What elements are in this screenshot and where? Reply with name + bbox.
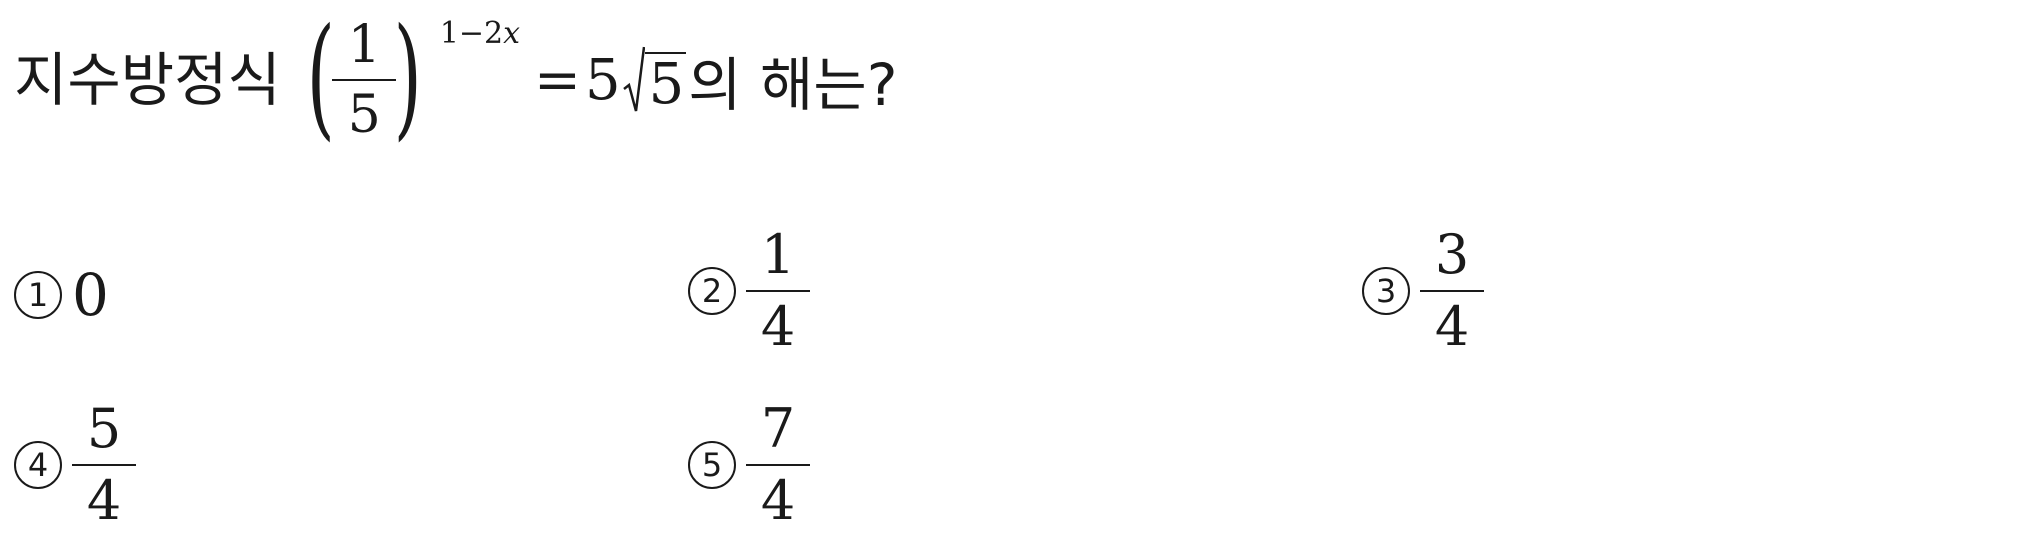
choice-fraction: 7 4 bbox=[746, 402, 810, 528]
base-numerator: 1 bbox=[347, 15, 381, 75]
radical-sign-icon bbox=[622, 46, 645, 112]
square-root: 5 bbox=[622, 45, 687, 115]
choice-5[interactable]: 5 7 4 bbox=[688, 402, 810, 528]
choice-4[interactable]: 4 5 4 bbox=[14, 402, 136, 528]
fraction-bar bbox=[746, 290, 810, 292]
choice-fraction: 5 4 bbox=[72, 402, 136, 528]
question-stem: 지수방정식 ( 1 5 ) 1−2x = 5 5 의 해는? bbox=[14, 10, 898, 150]
choice-marker-5: 5 bbox=[688, 441, 736, 489]
fraction-bar bbox=[332, 79, 397, 81]
choice-1[interactable]: 1 0 bbox=[14, 266, 109, 324]
choice-marker-3: 3 bbox=[1362, 267, 1410, 315]
choice-marker-1: 1 bbox=[14, 271, 62, 319]
base-fraction: 1 5 bbox=[332, 15, 397, 145]
fraction-bar bbox=[72, 464, 136, 466]
choice-value: 0 bbox=[72, 261, 109, 329]
choice-numerator: 3 bbox=[1434, 223, 1470, 286]
choice-numerator: 1 bbox=[760, 223, 796, 286]
choice-fraction: 3 4 bbox=[1420, 228, 1484, 354]
rhs-coefficient: 5 bbox=[584, 47, 621, 113]
question-prefix: 지수방정식 bbox=[14, 46, 281, 114]
base-denominator: 5 bbox=[347, 85, 381, 145]
choice-marker-2: 2 bbox=[688, 267, 736, 315]
exponent-constant: 1−2 bbox=[439, 16, 504, 51]
equals-sign: = bbox=[534, 47, 581, 113]
choice-numerator: 7 bbox=[760, 397, 796, 460]
choice-denominator: 4 bbox=[760, 469, 796, 532]
exponent-variable: x bbox=[503, 16, 521, 51]
fraction-bar bbox=[746, 464, 810, 466]
fraction-bar bbox=[1420, 290, 1484, 292]
question-suffix: 의 해는? bbox=[688, 51, 898, 119]
choice-2[interactable]: 2 1 4 bbox=[688, 228, 810, 354]
choice-marker-4: 4 bbox=[14, 441, 62, 489]
choice-denominator: 4 bbox=[1434, 295, 1470, 358]
rhs-radicand: 5 bbox=[644, 52, 687, 115]
choice-3[interactable]: 3 3 4 bbox=[1362, 228, 1484, 354]
choice-numerator: 5 bbox=[86, 397, 122, 460]
choice-denominator: 4 bbox=[86, 469, 122, 532]
choice-denominator: 4 bbox=[760, 295, 796, 358]
exponent: 1−2x bbox=[440, 16, 520, 51]
left-parenthesis: ( bbox=[306, 0, 335, 154]
choice-fraction: 1 4 bbox=[746, 228, 810, 354]
right-parenthesis: ) bbox=[393, 0, 423, 154]
